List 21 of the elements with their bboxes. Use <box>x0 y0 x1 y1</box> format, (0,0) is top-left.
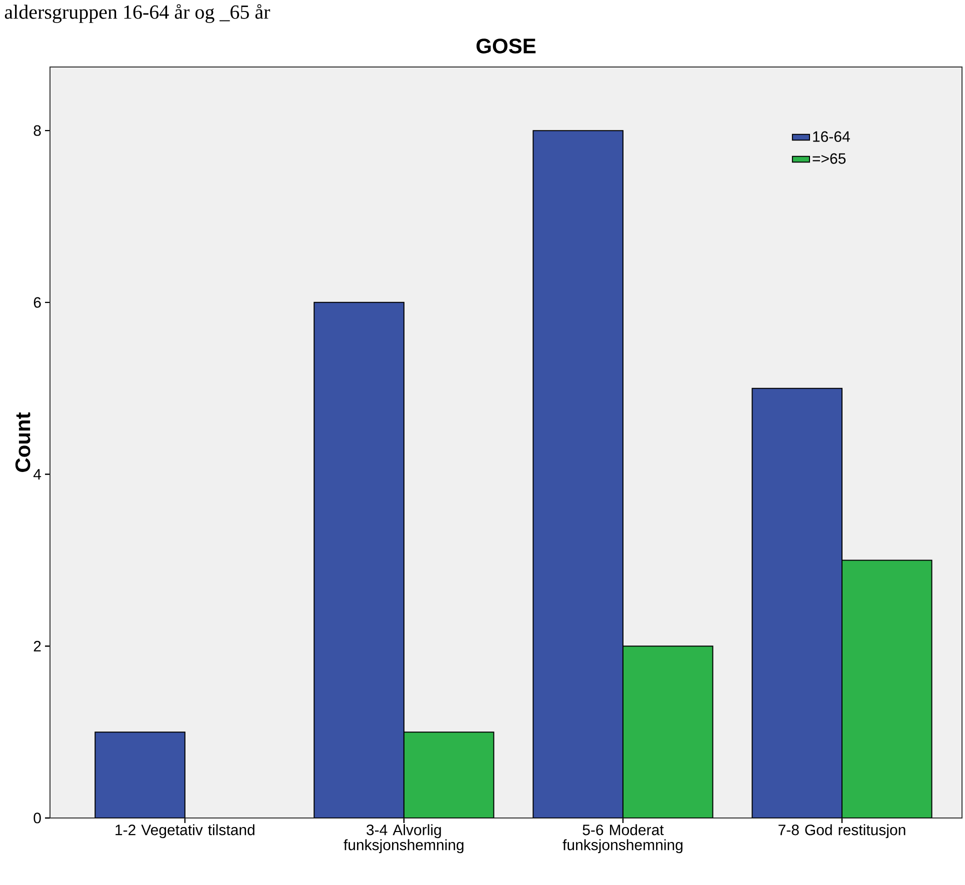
bar <box>314 302 404 818</box>
bar <box>841 560 932 818</box>
y-axis-title: Count <box>15 412 30 472</box>
x-tick-label: 7-8 God restitusjon <box>778 824 906 838</box>
y-tick-label: 0 <box>34 812 41 824</box>
y-tick-label: 4 <box>33 469 42 480</box>
x-tick-label: 5-6 Moderat funksjonshemning <box>562 824 682 854</box>
bar <box>403 732 494 818</box>
chart-title: GOSE <box>476 38 536 54</box>
x-tick-label: 1-2 Vegetativ tilstand <box>116 824 254 838</box>
x-tick-label: 3-4 Alvorlig funksjonshemning <box>344 824 464 854</box>
legend-label: 16-64 <box>813 131 850 142</box>
bar <box>622 646 713 818</box>
text: aldersgruppen 16-64 år og _65 år <box>4 4 270 23</box>
y-tick-label: 8 <box>34 125 41 136</box>
y-tick-label: 6 <box>34 297 41 308</box>
bar <box>752 388 842 818</box>
bar <box>533 130 623 818</box>
bar <box>94 732 186 818</box>
y-tick-label: 2 <box>34 640 41 652</box>
legend-label: =>65 <box>812 153 846 164</box>
